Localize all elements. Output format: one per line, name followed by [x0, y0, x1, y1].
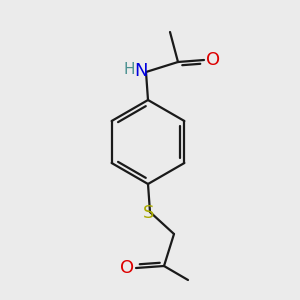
Text: O: O [206, 51, 220, 69]
Text: N: N [134, 62, 148, 80]
Text: O: O [120, 259, 134, 277]
Text: H: H [123, 62, 135, 77]
Text: S: S [143, 204, 155, 222]
